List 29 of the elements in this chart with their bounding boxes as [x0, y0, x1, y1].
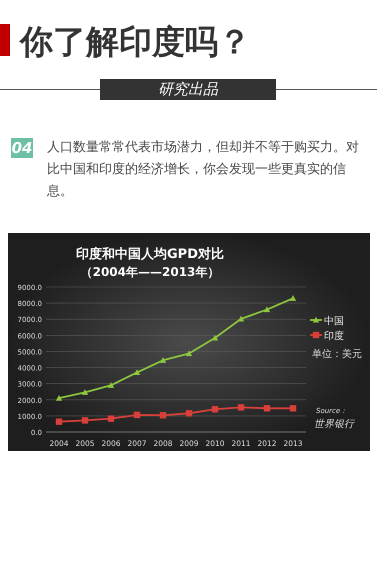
point: [212, 406, 218, 412]
point: [212, 334, 218, 340]
legend-label: 印度: [324, 330, 344, 342]
heading: 你了解印度吗？: [20, 21, 251, 63]
text: 04: [11, 138, 33, 158]
legend-label: 中国: [324, 315, 344, 327]
point: [290, 405, 296, 412]
point: [56, 394, 62, 401]
point: [82, 417, 88, 424]
text: 人口数量常常代表市场潜力，但却并不等于购买力。对比中国和印度的经济增长，你会发现一些更真实的信息。: [47, 139, 359, 201]
point: [134, 369, 140, 375]
text: 单位：美元: [312, 348, 362, 360]
point: [82, 389, 88, 395]
point: [186, 410, 192, 417]
text: 研究出品: [100, 79, 276, 100]
title: 印度和中国人均GPD对比: [76, 247, 224, 262]
point: [108, 382, 114, 388]
point: [160, 412, 166, 418]
subtitle: （2004年——2013年）: [80, 265, 220, 279]
point: [238, 404, 244, 411]
point: [264, 306, 270, 312]
point: [264, 405, 270, 412]
text: 世界银行: [314, 418, 355, 430]
point: [160, 357, 166, 363]
point: [290, 295, 296, 301]
point: [108, 415, 114, 422]
point: [134, 412, 140, 418]
point: [186, 350, 192, 356]
point: [56, 418, 62, 425]
